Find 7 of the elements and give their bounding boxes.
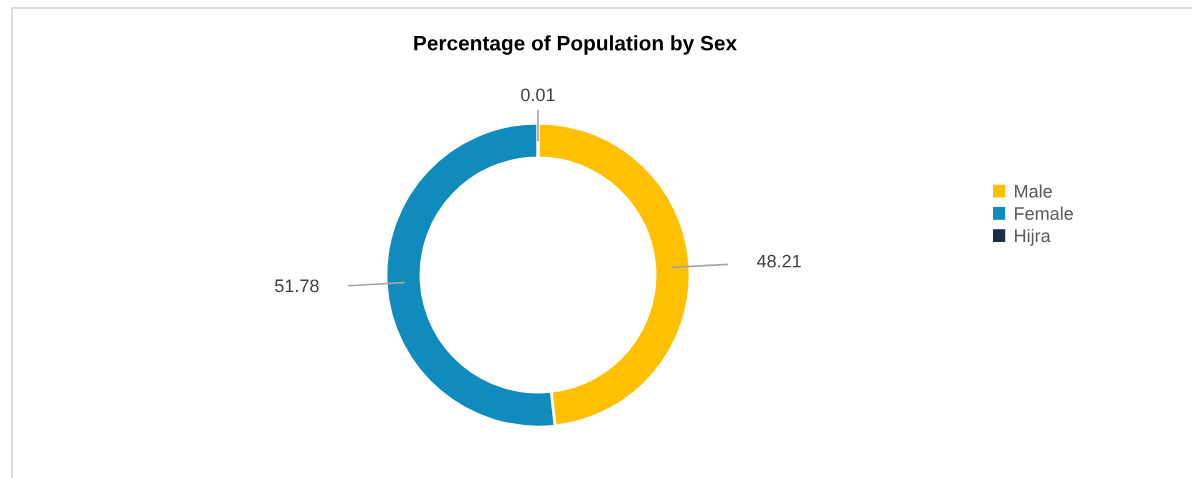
data-label: 48.21 [756,254,801,268]
legend-label: Female [1015,206,1073,220]
data-label: 51.78 [275,279,319,293]
legend-label: Male [1015,184,1052,198]
chart-title: Percentage of Population by Sex [414,35,737,55]
data-label: 0.01 [521,88,555,102]
legend-label: Hijra [1015,228,1051,246]
